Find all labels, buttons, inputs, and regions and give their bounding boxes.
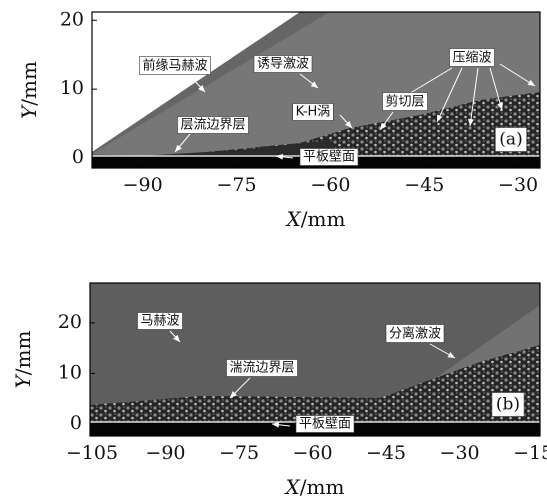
flow-image	[90, 283, 540, 436]
flow-image	[92, 12, 540, 168]
panel: −105−90−75−60−45−30−1501020X/mmY/mm马赫波分离…	[11, 283, 547, 497]
y-axis-label: Y/mm	[17, 61, 41, 119]
annotation: 层流边界层	[180, 118, 245, 133]
x-tick-label: −75	[219, 442, 259, 464]
annotation: 分离激波	[389, 326, 441, 342]
label-part: /mm	[301, 207, 346, 231]
x-tick-label: −45	[404, 174, 444, 196]
x-tick-label: −60	[292, 442, 332, 464]
y-tick-label: 0	[72, 146, 84, 168]
x-tick-label: −90	[145, 442, 185, 464]
annotation: 诱导激波	[257, 57, 309, 72]
label-part: X	[284, 475, 301, 497]
annotation: 压缩波	[452, 50, 491, 66]
annotation: 平板壁面	[303, 150, 355, 165]
y-axis-label: Y/mm	[11, 331, 35, 389]
label-part: /mm	[17, 61, 41, 106]
y-tick-label: 10	[60, 77, 84, 99]
figure: −90−75−60−45−3001020X/mmY/mm前缘马赫波诱导激波压缩波…	[0, 0, 547, 497]
x-tick-label: −90	[123, 174, 163, 196]
y-tick-label: 0	[70, 412, 82, 434]
annotation: 平板壁面	[299, 417, 351, 432]
x-tick-label: −15	[513, 442, 547, 464]
x-tick-label: −45	[366, 442, 406, 464]
annotation: 马赫波	[140, 314, 179, 329]
x-axis-label: X/mm	[285, 207, 346, 231]
y-tick-label: 10	[58, 361, 82, 383]
annotation: 前缘马赫波	[142, 58, 207, 74]
x-tick-label: −75	[216, 174, 256, 196]
annotation: 湍流边界层	[229, 361, 294, 376]
label-part: /mm	[11, 331, 35, 376]
x-tick-label: −30	[498, 174, 538, 196]
y-tick-label: 20	[60, 8, 84, 30]
x-tick-label: −105	[66, 442, 118, 464]
label-part: X	[285, 207, 302, 231]
label-part: /mm	[300, 475, 345, 497]
x-axis-label: X/mm	[284, 475, 345, 497]
x-tick-label: −30	[440, 442, 480, 464]
x-tick-label: −60	[310, 174, 350, 196]
panel-label: (b)	[496, 395, 520, 415]
annotation: 剪切层	[385, 94, 424, 110]
annotation: K-H涡	[296, 105, 331, 120]
y-tick-label: 20	[58, 311, 82, 333]
panel-label: (a)	[499, 130, 522, 150]
